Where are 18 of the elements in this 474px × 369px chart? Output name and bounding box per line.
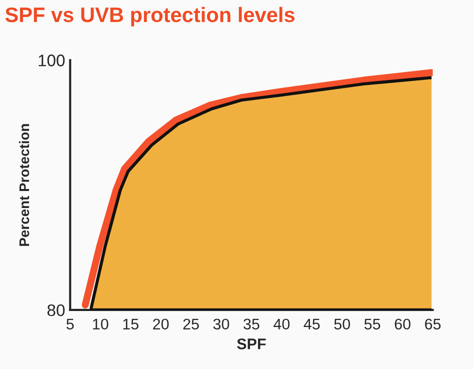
x-tick-label: 25 (183, 318, 199, 330)
x-tick-label: 60 (394, 318, 410, 330)
x-tick-label: 55 (364, 318, 380, 330)
x-tick-label: 5 (66, 318, 74, 330)
x-tick-label: 10 (93, 318, 108, 330)
x-tick-label: 30 (213, 318, 230, 330)
x-tick-label: 50 (334, 318, 350, 330)
x-tick-label: 65 (425, 318, 441, 330)
x-tick-label: 35 (244, 318, 260, 330)
x-axis-title: SPF (237, 338, 266, 350)
chart-title: SPF vs UVB protection levels (5, 6, 294, 26)
x-tick-label: 20 (153, 318, 169, 330)
y-axis-title: Percent Protection (18, 124, 30, 246)
x-tick-label: 15 (123, 318, 138, 330)
y-tick-label: 80 (47, 304, 65, 316)
x-tick-label: 40 (274, 318, 290, 330)
x-tick-label: 45 (304, 318, 320, 330)
y-tick-label: 100 (38, 54, 65, 66)
